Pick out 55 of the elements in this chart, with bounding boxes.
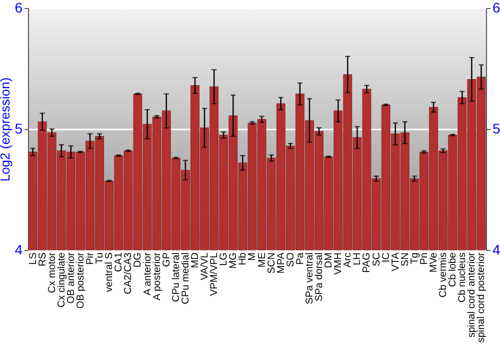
x-tick-label: Cx motor (46, 252, 58, 294)
x-tick-label: A posterior (152, 252, 163, 300)
y2-tick-label: 6 (492, 0, 500, 16)
y-axis-title: Log2 (expression) (0, 77, 13, 182)
x-tick-label: Tu (94, 252, 106, 264)
x-tick-label: SPa ventral (304, 252, 316, 304)
x-tick-label: CPu medial (180, 252, 192, 304)
y-tick-label: 4 (14, 242, 23, 258)
x-tick-label: MPA (276, 252, 287, 274)
x-tick-label: Cb vermis (438, 252, 450, 298)
x-tick-label: SCN (266, 252, 278, 274)
x-tick-label: LH (352, 252, 364, 266)
x-tick-label: CA2/CA3 (123, 252, 134, 294)
x-tick-label: Pn (418, 252, 430, 265)
x-tick-label: VA/VL (200, 252, 211, 280)
x-tick-label: SO (285, 252, 296, 267)
x-tick-label: GP (161, 252, 172, 267)
x-tick-label: SC (371, 252, 382, 266)
x-tick-label: SN (400, 252, 411, 266)
x-tick-label: DG (132, 252, 144, 268)
x-tick-label: Pa (294, 252, 306, 265)
x-tick-label: DM (324, 252, 335, 268)
y-tick-label: 6 (14, 0, 23, 16)
x-tick-label: M (247, 252, 258, 261)
x-tick-label: spinal cord posterior (476, 252, 488, 343)
x-tick-label: spinal cord anterior (466, 252, 478, 338)
x-tick-label: MVe (428, 252, 440, 273)
x-tick-label: ME (256, 252, 268, 268)
x-tick-label: Cx cingulate (56, 252, 68, 308)
x-tick-label: Cb nucleus (457, 252, 468, 303)
x-tick-label: PAG (362, 252, 373, 273)
x-tick-label: RS (37, 252, 48, 266)
x-tick-label: A anterior (142, 252, 154, 296)
x-tick-label: Tg (409, 252, 420, 264)
x-tick-label: IC (380, 252, 392, 262)
x-tick-label: MG (228, 252, 240, 269)
x-tick-label: Arc (342, 252, 354, 268)
x-tick-label: MD (190, 252, 201, 268)
x-tick-label: LS (28, 252, 39, 265)
x-tick-label: VPM/VPL (209, 252, 220, 296)
x-tick-label: Pir (85, 252, 96, 265)
x-tick-label: VTA (390, 252, 402, 272)
x-tick-label: VMH (333, 252, 344, 275)
y2-tick-label: 4 (492, 242, 500, 258)
x-tick-label: LG (218, 252, 230, 266)
x-tick-label: SPa dorsal (314, 252, 326, 302)
y-tick-label: 5 (14, 120, 23, 136)
x-tick-label: CPu lateral (170, 252, 182, 302)
x-tick-label: CA1 (114, 252, 125, 272)
x-tick-label: OB posterior (75, 252, 86, 309)
x-tick-label: Hb (238, 252, 249, 266)
x-tick-label: ventral S (104, 252, 116, 292)
x-tick-label: OB anterior (66, 252, 77, 304)
y2-tick-label: 5 (492, 120, 500, 136)
x-tick-label: Cb lobe (448, 252, 459, 287)
